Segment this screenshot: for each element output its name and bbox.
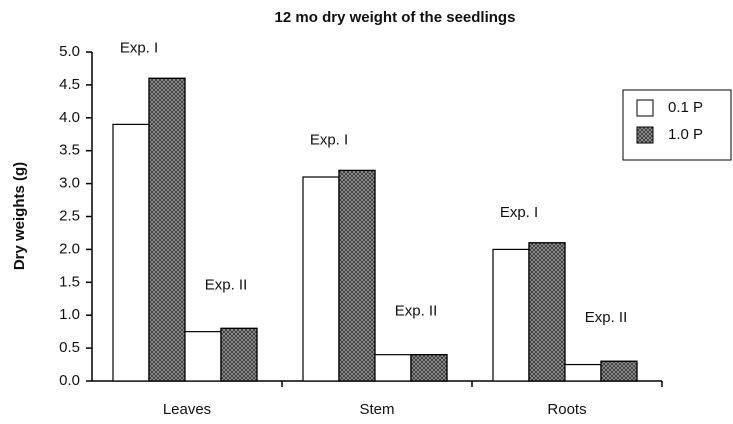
bar-hatch [410, 354, 448, 382]
bar-hatch [528, 242, 566, 382]
chart-title: 12 mo dry weight of the seedlings [275, 9, 516, 26]
y-tick-label: 4.5 [59, 76, 80, 93]
x-tick-label: Leaves [163, 401, 211, 418]
y-tick-label: 1.0 [59, 306, 80, 323]
group-label: Exp. I [120, 39, 158, 56]
bar-hatch [148, 77, 186, 382]
bar [112, 123, 150, 382]
x-tick-label: Stem [359, 401, 394, 418]
bar-hatch [220, 327, 258, 382]
x-tick-label: Roots [547, 401, 586, 418]
y-tick-label: 3.0 [59, 175, 80, 192]
legend-hatch [636, 126, 654, 144]
legend-label: 1.0 P [668, 126, 703, 143]
bar [374, 354, 412, 382]
y-tick-label: 3.5 [59, 142, 80, 159]
y-tick-label: 0.0 [59, 372, 80, 389]
y-tick-label: 4.0 [59, 109, 80, 126]
group-label: Exp. II [205, 276, 248, 293]
group-label: Exp. II [585, 309, 628, 326]
y-tick-label: 2.5 [59, 207, 80, 224]
bar [302, 176, 340, 382]
y-tick-label: 0.5 [59, 339, 80, 356]
y-tick-label: 1.5 [59, 273, 80, 290]
group-label: Exp. I [500, 204, 538, 221]
y-tick-label: 2.0 [59, 240, 80, 257]
y-axis-label: Dry weights (g) [11, 162, 28, 270]
bar-hatch [600, 360, 638, 382]
bar [492, 248, 530, 382]
group-label: Exp. II [395, 303, 438, 320]
legend-label: 0.1 P [668, 99, 703, 116]
y-tick-label: 5.0 [59, 43, 80, 60]
legend-swatch [636, 99, 654, 117]
group-label: Exp. I [310, 131, 348, 148]
bar-hatch [338, 169, 376, 382]
bar [564, 363, 602, 382]
bar [184, 331, 222, 382]
